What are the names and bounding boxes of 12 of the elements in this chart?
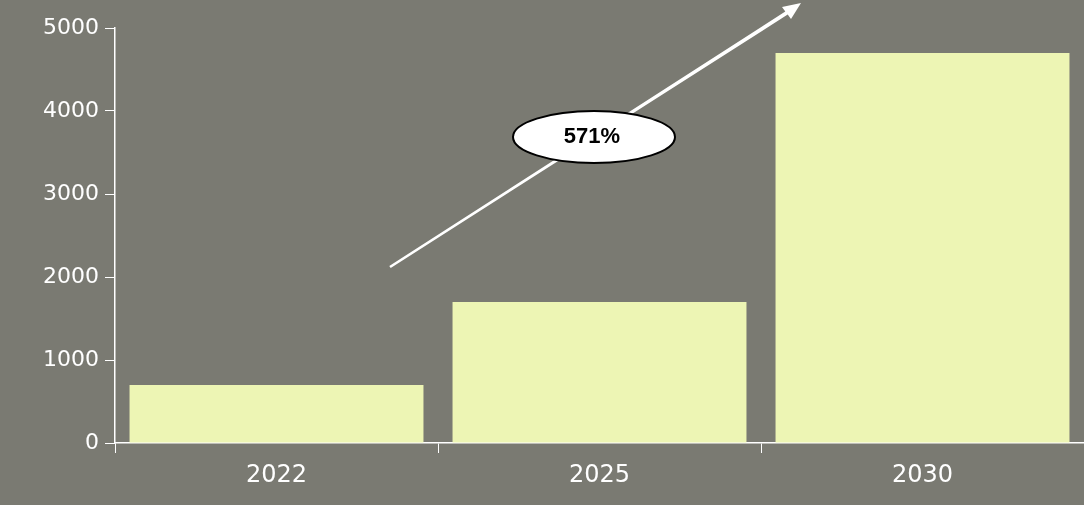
y-tick-label: 5000	[43, 13, 99, 39]
x-tick-label: 2022	[245, 459, 308, 488]
annotation: 571%	[562, 122, 622, 150]
bar	[129, 384, 424, 443]
y-tick-label: 1000	[43, 345, 99, 371]
y-tick-label: 2000	[43, 262, 99, 288]
y-tick-label: 4000	[43, 96, 99, 122]
x-tick-label: 2025	[568, 459, 631, 488]
y-tick-label: 3000	[43, 179, 99, 205]
y-tick-label: 0	[85, 428, 99, 454]
bar	[452, 301, 747, 443]
x-tick-label: 2030	[891, 459, 954, 488]
